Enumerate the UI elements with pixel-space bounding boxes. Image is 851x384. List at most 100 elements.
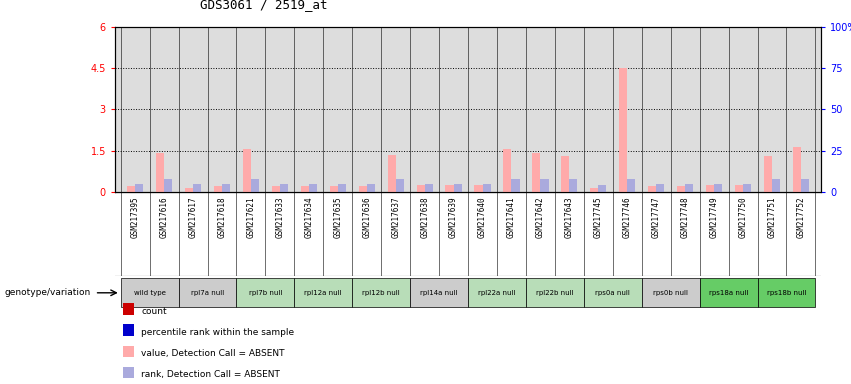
Bar — [533, 154, 540, 192]
Bar — [706, 185, 714, 192]
Text: GSM217748: GSM217748 — [681, 196, 689, 238]
Bar — [280, 184, 288, 192]
Bar — [300, 187, 309, 192]
Bar — [135, 184, 143, 192]
Text: GSM217642: GSM217642 — [536, 196, 545, 238]
Text: rpl12b null: rpl12b null — [363, 290, 400, 296]
Bar — [569, 179, 578, 192]
Text: GSM217618: GSM217618 — [218, 196, 226, 238]
Bar — [309, 184, 317, 192]
Bar — [387, 155, 396, 192]
Text: GDS3061 / 2519_at: GDS3061 / 2519_at — [200, 0, 328, 12]
Text: GSM217747: GSM217747 — [652, 196, 660, 238]
Text: rpl7a null: rpl7a null — [191, 290, 224, 296]
Bar — [562, 156, 569, 192]
Bar — [445, 185, 454, 192]
Bar — [474, 185, 483, 192]
Text: GSM217621: GSM217621 — [247, 196, 255, 238]
Text: GSM217643: GSM217643 — [565, 196, 574, 238]
Text: GSM217749: GSM217749 — [710, 196, 718, 238]
Text: GSM217635: GSM217635 — [334, 196, 342, 238]
Bar — [677, 187, 685, 192]
Text: GSM217638: GSM217638 — [420, 196, 429, 238]
Text: GSM217616: GSM217616 — [160, 196, 168, 238]
Bar — [164, 179, 172, 192]
Text: wild type: wild type — [134, 290, 166, 296]
Bar — [483, 184, 491, 192]
FancyBboxPatch shape — [410, 278, 468, 308]
Bar — [338, 184, 346, 192]
FancyBboxPatch shape — [179, 278, 237, 308]
Text: GSM217752: GSM217752 — [797, 196, 805, 238]
Bar — [251, 179, 259, 192]
Bar — [540, 179, 549, 192]
Bar — [214, 187, 222, 192]
Bar — [416, 185, 425, 192]
Text: rpl12a null: rpl12a null — [305, 290, 342, 296]
Text: rps0a null: rps0a null — [596, 290, 631, 296]
Text: rps18b null: rps18b null — [767, 290, 806, 296]
Bar — [735, 185, 743, 192]
Text: GSM217633: GSM217633 — [276, 196, 284, 238]
Bar — [627, 179, 636, 192]
Text: rps0b null: rps0b null — [654, 290, 688, 296]
Text: rpl14a null: rpl14a null — [420, 290, 458, 296]
Text: GSM217641: GSM217641 — [507, 196, 516, 238]
Text: GSM217617: GSM217617 — [189, 196, 197, 238]
Bar — [772, 179, 780, 192]
Bar — [620, 68, 627, 192]
FancyBboxPatch shape — [700, 278, 757, 308]
Bar — [598, 185, 607, 192]
Bar — [801, 179, 809, 192]
Bar — [793, 147, 801, 192]
Text: GSM217750: GSM217750 — [739, 196, 747, 238]
Text: percentile rank within the sample: percentile rank within the sample — [141, 328, 294, 337]
Text: GSM217746: GSM217746 — [623, 196, 631, 238]
FancyBboxPatch shape — [294, 278, 352, 308]
Text: rpl22b null: rpl22b null — [536, 290, 574, 296]
Bar — [714, 184, 722, 192]
FancyBboxPatch shape — [757, 278, 815, 308]
Text: rpl7b null: rpl7b null — [248, 290, 282, 296]
Bar — [367, 184, 374, 192]
Text: GSM217640: GSM217640 — [478, 196, 487, 238]
Text: count: count — [141, 306, 167, 316]
Bar — [271, 187, 280, 192]
Bar — [648, 187, 656, 192]
Text: rpl22a null: rpl22a null — [478, 290, 516, 296]
Bar — [764, 156, 772, 192]
Bar — [454, 184, 462, 192]
Text: GSM217634: GSM217634 — [305, 196, 313, 238]
Bar — [685, 184, 694, 192]
Bar — [511, 179, 520, 192]
FancyBboxPatch shape — [352, 278, 410, 308]
FancyBboxPatch shape — [468, 278, 526, 308]
Bar — [591, 188, 598, 192]
FancyBboxPatch shape — [584, 278, 642, 308]
Bar — [656, 184, 665, 192]
Text: value, Detection Call = ABSENT: value, Detection Call = ABSENT — [141, 349, 285, 358]
Text: GSM217751: GSM217751 — [768, 196, 776, 238]
Text: GSM217637: GSM217637 — [391, 196, 400, 238]
FancyBboxPatch shape — [121, 278, 179, 308]
Bar — [193, 184, 201, 192]
Bar — [396, 179, 403, 192]
Text: GSM217639: GSM217639 — [449, 196, 458, 238]
Bar — [329, 187, 338, 192]
Bar — [243, 149, 251, 192]
FancyBboxPatch shape — [237, 278, 294, 308]
Bar — [222, 184, 230, 192]
Bar — [185, 188, 193, 192]
Text: rps18a null: rps18a null — [709, 290, 748, 296]
Bar — [743, 184, 751, 192]
Text: GSM217745: GSM217745 — [594, 196, 603, 238]
FancyBboxPatch shape — [642, 278, 700, 308]
Text: GSM217395: GSM217395 — [131, 196, 140, 238]
Bar — [425, 184, 432, 192]
Bar — [358, 187, 367, 192]
Text: GSM217636: GSM217636 — [363, 196, 371, 238]
Bar — [156, 154, 164, 192]
Bar — [503, 149, 511, 192]
FancyBboxPatch shape — [526, 278, 584, 308]
Bar — [127, 187, 135, 192]
